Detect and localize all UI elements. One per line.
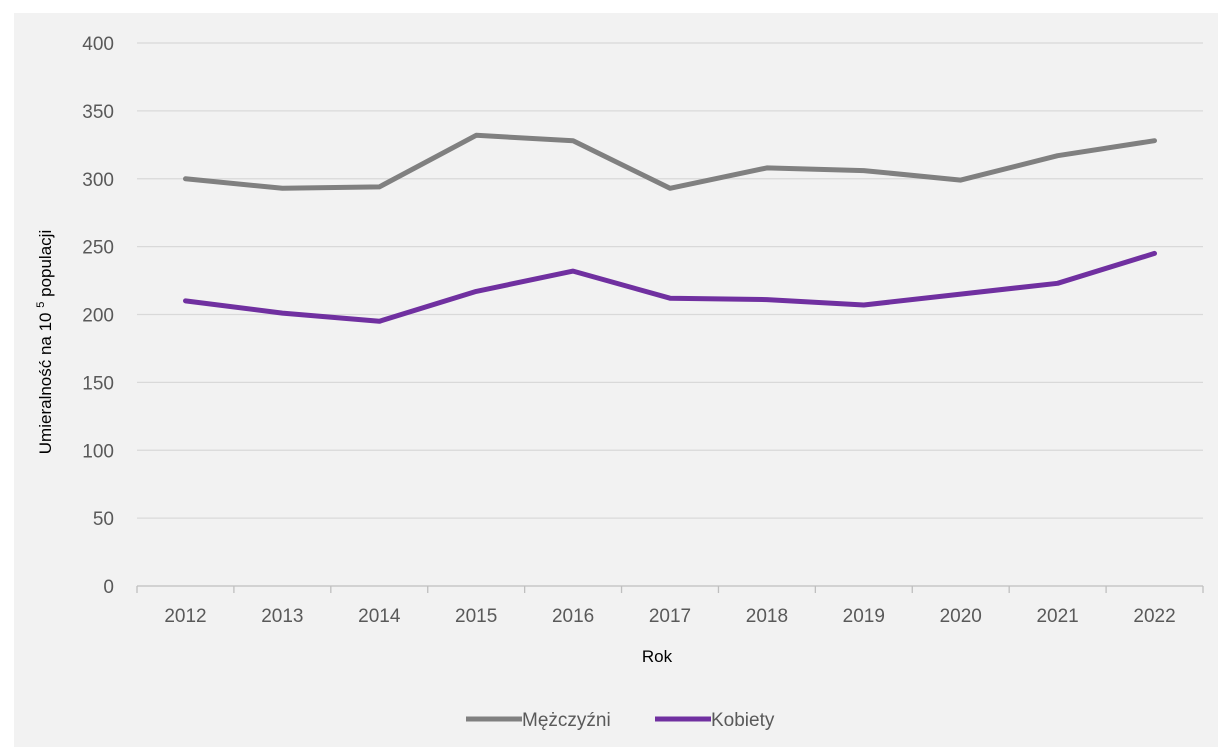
- data-point-men: [280, 186, 285, 191]
- data-point-women: [1152, 251, 1157, 256]
- data-point-women: [1055, 281, 1060, 286]
- data-point-women: [280, 311, 285, 316]
- data-point-women: [571, 269, 576, 274]
- y-tick-label: 150: [82, 373, 114, 394]
- data-point-men: [1055, 153, 1060, 158]
- x-tick-label: 2015: [455, 606, 497, 627]
- y-tick-label: 100: [82, 441, 114, 462]
- x-tick-label: 2021: [1036, 606, 1078, 627]
- data-point-men: [861, 168, 866, 173]
- data-point-women: [764, 297, 769, 302]
- chart-panel: 0 50 100 150 200 250 300 350 400 2012 2013 2014 2015…: [14, 13, 1218, 747]
- x-tick-label: 2016: [552, 606, 594, 627]
- data-point-men: [377, 184, 382, 189]
- line-chart: 0 50 100 150 200 250 300 350 400 2012 2013 2014 2015…: [35, 34, 1204, 731]
- y-tick-label: 250: [82, 238, 114, 259]
- y-tick-label: 350: [82, 102, 114, 123]
- legend-label-women: Kobiety: [711, 710, 775, 731]
- data-point-women: [958, 292, 963, 297]
- data-point-men: [764, 165, 769, 170]
- x-tick-label: 2019: [843, 606, 885, 627]
- y-tick-label: 200: [82, 306, 114, 327]
- data-point-men: [1152, 138, 1157, 143]
- y-tick-label: 400: [82, 34, 114, 55]
- x-tick-label: 2017: [649, 606, 691, 627]
- x-tick-label: 2012: [164, 606, 206, 627]
- x-tick-label: 2014: [358, 606, 401, 627]
- legend-label-men: Mężczyźni: [522, 710, 611, 731]
- y-axis-title-text: Umieralność na 10: [36, 312, 55, 454]
- series-line-men: [183, 132, 1157, 191]
- x-tick-label: 2022: [1133, 606, 1175, 627]
- data-point-men: [958, 178, 963, 183]
- y-tick-label: 300: [82, 170, 114, 191]
- data-point-men: [183, 176, 188, 181]
- data-point-women: [668, 296, 672, 301]
- y-axis-title: Umieralność na 10 5 populacji: [35, 230, 55, 454]
- data-point-women: [861, 302, 866, 307]
- legend-item-men: Mężczyźni: [466, 710, 611, 731]
- x-tick-label: 2020: [940, 606, 982, 627]
- y-tick-label: 50: [93, 509, 114, 530]
- data-point-women: [183, 298, 188, 303]
- x-axis-title: Rok: [642, 647, 673, 666]
- y-tick-label: 0: [103, 577, 114, 598]
- x-tick-label: 2013: [261, 606, 303, 627]
- data-point-women: [474, 289, 479, 294]
- legend-item-women: Kobiety: [655, 710, 775, 731]
- x-tick-label: 2018: [746, 606, 788, 627]
- data-point-men: [571, 138, 576, 143]
- data-point-women: [377, 319, 382, 324]
- data-point-men: [668, 186, 672, 191]
- y-axis-title-rest: populacji: [36, 230, 55, 302]
- series-line-women: [183, 250, 1157, 324]
- data-point-men: [474, 133, 479, 138]
- y-axis-title-superscript: 5: [35, 302, 47, 308]
